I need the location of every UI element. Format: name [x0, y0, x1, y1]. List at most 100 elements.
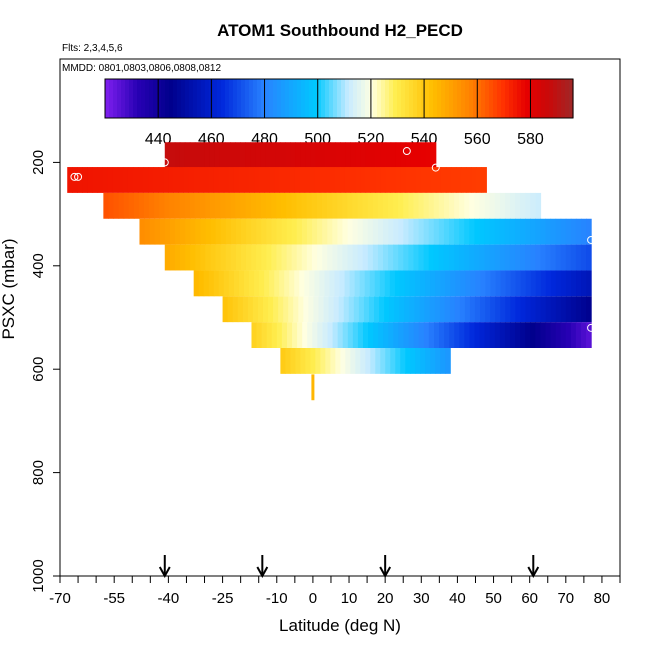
data-cell: [438, 192, 445, 219]
data-cell: [265, 142, 271, 169]
data-cell: [389, 270, 396, 297]
data-cell: [174, 192, 181, 219]
data-cell: [334, 270, 341, 297]
colorbar-segment: [441, 79, 446, 118]
data-cell: [355, 348, 361, 374]
data-cell: [329, 167, 336, 193]
colorbar-segment: [401, 79, 406, 118]
data-cell: [530, 244, 536, 271]
data-cell: [370, 167, 376, 193]
data-cell: [443, 192, 450, 219]
data-cell: [430, 167, 437, 193]
data-cell: [509, 218, 516, 245]
data-cell: [210, 244, 217, 271]
data-cell: [348, 296, 355, 323]
data-cell: [440, 270, 446, 297]
data-cell: [325, 142, 331, 169]
data-cell: [342, 322, 349, 349]
colorbar-segment: [525, 79, 530, 118]
data-cell: [284, 167, 290, 193]
data-cell: [259, 270, 265, 297]
data-cell: [306, 192, 313, 219]
arrow-down-icon: [158, 555, 171, 579]
data-cell: [250, 192, 257, 219]
data-cell: [357, 218, 364, 245]
data-cell: [464, 296, 471, 323]
data-cell: [108, 192, 115, 219]
data-cell: [274, 270, 280, 297]
data-cell: [377, 218, 384, 245]
colorbar-segment: [533, 79, 538, 118]
data-cell: [305, 348, 311, 374]
data-cell: [420, 348, 426, 374]
data-cell: [344, 167, 351, 193]
data-cell: [480, 270, 487, 297]
data-cell: [471, 167, 477, 193]
colorbar-segment: [541, 79, 546, 118]
data-cell: [203, 270, 210, 297]
data-cell: [225, 192, 232, 219]
data-cell: [133, 192, 140, 219]
data-cell: [393, 218, 399, 245]
colorbar-segment: [373, 79, 378, 118]
flight-marker: [402, 147, 411, 156]
colorbar-segment: [449, 79, 454, 118]
data-cell: [360, 348, 366, 374]
data-cell: [218, 270, 225, 297]
data-cell: [249, 270, 255, 297]
data-cell: [210, 218, 217, 245]
data-cell: [413, 244, 420, 271]
data-cell: [494, 322, 501, 349]
data-cell: [394, 270, 401, 297]
data-cell: [570, 244, 577, 271]
data-cell: [495, 270, 502, 297]
data-cell: [489, 192, 496, 219]
data-cell: [316, 192, 323, 219]
data-cell: [438, 244, 445, 271]
data-cell: [159, 192, 165, 219]
data-cell: [174, 244, 181, 271]
data-cell: [420, 142, 427, 169]
data-cell: [398, 244, 404, 271]
data-cell: [247, 296, 254, 323]
arrow-down-icon: [379, 555, 392, 579]
data-cell: [179, 192, 186, 219]
data-cell: [205, 218, 212, 245]
data-cell: [338, 296, 345, 323]
colorbar-segment: [185, 79, 190, 118]
x-tick-label: 10: [341, 590, 358, 607]
data-cell: [218, 167, 225, 193]
data-cell: [225, 244, 232, 271]
data-cell: [586, 296, 592, 323]
data-cell: [474, 244, 481, 271]
colorbar-segment: [229, 79, 234, 118]
colorbar-segment: [321, 79, 326, 118]
data-cell: [494, 244, 501, 271]
colorbar-segment: [569, 79, 574, 118]
data-cell: [358, 296, 365, 323]
data-cell: [525, 192, 531, 219]
x-tick-label: 60: [521, 590, 538, 607]
data-cell: [423, 218, 430, 245]
data-cell: [525, 296, 532, 323]
data-cell: [415, 142, 422, 169]
flight-arrows: [158, 555, 540, 579]
data-cell: [200, 244, 206, 271]
data-cell: [142, 167, 149, 193]
colorbar-segment: [329, 79, 334, 118]
data-cell: [97, 167, 104, 193]
data-cell: [332, 192, 338, 219]
data-cell: [415, 270, 421, 297]
data-cell: [233, 167, 240, 193]
data-cell: [504, 322, 511, 349]
data-cell: [195, 218, 201, 245]
colorbar-segment: [197, 79, 202, 118]
data-cell: [290, 142, 296, 169]
data-cell: [550, 244, 557, 271]
data-cell: [535, 270, 542, 297]
data-cell: [309, 270, 316, 297]
data-cell: [251, 244, 257, 271]
data-cell: [535, 322, 542, 349]
data-cell: [240, 192, 247, 219]
data-cell: [334, 167, 341, 193]
